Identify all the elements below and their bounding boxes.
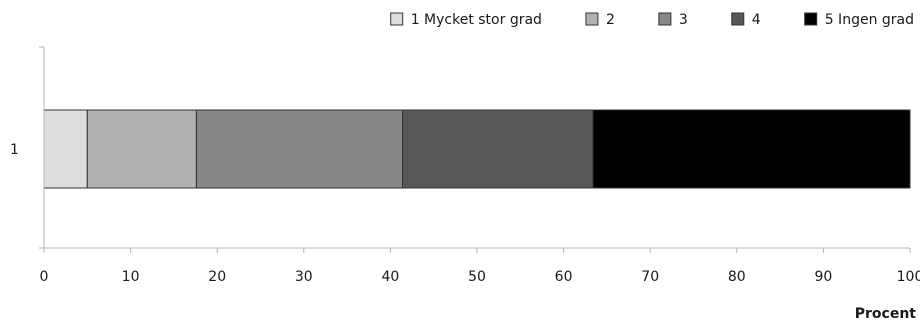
legend-label: 3 — [679, 12, 688, 28]
legend-swatch — [390, 12, 404, 26]
legend-item: 4 — [731, 12, 761, 28]
legend-label: 2 — [606, 12, 615, 28]
bar-segment-1 — [43, 109, 88, 189]
legend-item: 3 — [658, 12, 688, 28]
legend: 1 Mycket stor grad 2 3 4 5 Ingen grad — [390, 12, 914, 28]
x-tick-label: 20 — [208, 269, 226, 285]
legend-item: 5 Ingen grad — [804, 12, 914, 28]
x-tick-label: 100 — [897, 269, 920, 285]
x-axis: 0 10 20 30 40 50 60 70 80 90 100 — [40, 247, 920, 285]
bar-segment-4 — [402, 109, 594, 189]
x-tick-label: 50 — [468, 269, 486, 285]
bar-segment-2 — [86, 109, 197, 189]
legend-label: 1 Mycket stor grad — [411, 12, 542, 28]
x-tick-label: 0 — [40, 269, 49, 285]
x-tick-label: 70 — [641, 269, 659, 285]
x-tick-label: 10 — [122, 269, 140, 285]
x-tick-label: 90 — [814, 269, 832, 285]
legend-swatch — [804, 12, 818, 26]
legend-item: 1 Mycket stor grad — [390, 12, 542, 28]
legend-swatch — [585, 12, 599, 26]
x-tick-label: 30 — [295, 269, 313, 285]
y-axis: 1 — [10, 46, 45, 249]
legend-swatch — [731, 12, 745, 26]
legend-label: 4 — [752, 12, 761, 28]
plot-area — [43, 109, 911, 189]
x-tick-label: 40 — [381, 269, 399, 285]
bar-segment-3 — [195, 109, 404, 189]
legend-swatch — [658, 12, 672, 26]
x-tick-label: 80 — [728, 269, 746, 285]
bar-segment-5 — [592, 109, 911, 189]
legend-label: 5 Ingen grad — [825, 12, 914, 28]
x-axis-title: Procent — [855, 306, 917, 322]
y-tick-label: 1 — [10, 142, 19, 158]
x-tick-label: 60 — [555, 269, 573, 285]
legend-item: 2 — [585, 12, 615, 28]
